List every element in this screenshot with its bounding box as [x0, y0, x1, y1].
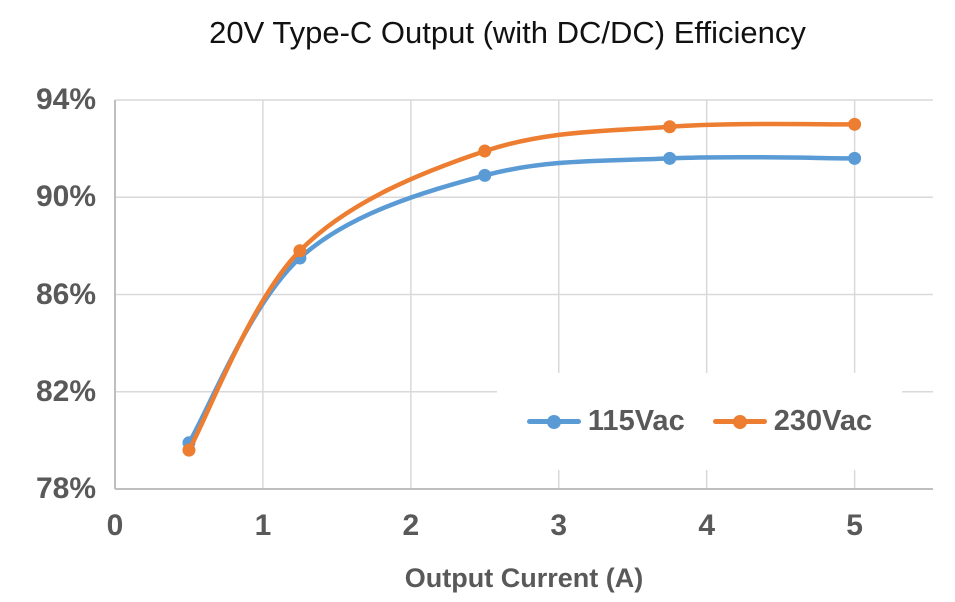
y-axis-tick-label: 82%	[35, 374, 96, 408]
data-point-115vac	[663, 151, 677, 165]
y-axis-tick-label: 86%	[35, 277, 96, 311]
legend: 115Vac 230Vac	[497, 373, 902, 470]
data-point-230vac	[848, 117, 862, 131]
x-axis-tick-label: 4	[698, 509, 716, 542]
data-point-230vac	[182, 443, 196, 457]
legend-dot-icon	[546, 414, 561, 429]
legend-label: 230Vac	[773, 405, 873, 437]
legend-item-115vac: 115Vac	[526, 405, 685, 437]
data-point-230vac	[293, 244, 307, 258]
x-axis-title: Output Current (A)	[404, 563, 644, 593]
y-axis-tick-label: 90%	[35, 180, 96, 214]
x-axis-tick-label: 0	[106, 509, 124, 542]
legend-line-marker-icon	[712, 414, 767, 429]
chart-title: 20V Type-C Output (with DC/DC) Efficienc…	[209, 15, 806, 50]
data-point-230vac	[663, 120, 677, 134]
legend-dot-icon	[732, 414, 747, 429]
data-point-115vac	[478, 168, 492, 182]
x-axis-tick-label: 2	[402, 509, 420, 542]
legend-label: 115Vac	[587, 405, 685, 437]
data-point-115vac	[848, 151, 862, 165]
x-axis-tick-label: 5	[846, 509, 863, 542]
x-axis-tick-label: 3	[550, 509, 568, 542]
series-line-230vac	[186, 121, 857, 453]
y-axis-tick-label: 78%	[35, 472, 96, 505]
data-point-230vac	[478, 144, 492, 158]
legend-item-230vac: 230Vac	[712, 405, 873, 437]
legend-line-marker-icon	[526, 414, 581, 429]
y-axis-tick-label: 94%	[35, 83, 96, 116]
x-axis-tick-label: 1	[254, 509, 272, 542]
